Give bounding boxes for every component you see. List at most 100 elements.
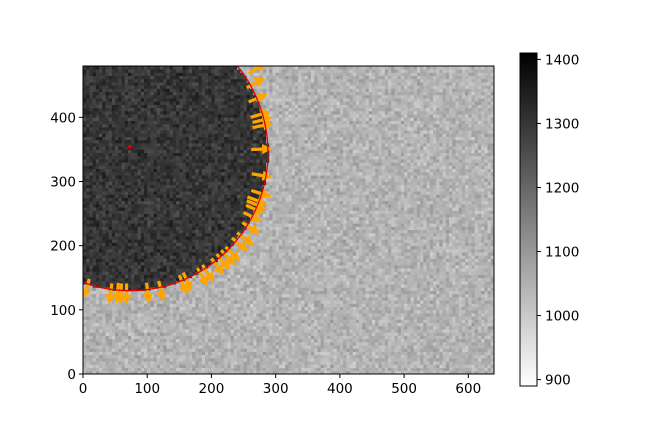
heatmap-cell [240, 210, 244, 214]
heatmap-cell [127, 264, 132, 269]
heatmap-cell [105, 303, 110, 308]
heatmap-cell [108, 200, 113, 205]
heatmap-cell [150, 146, 155, 150]
heatmap-cell [134, 146, 138, 150]
heatmap-cell [156, 88, 161, 93]
heatmap-cell [144, 300, 148, 304]
heatmap-cell [246, 181, 251, 186]
heatmap-cell [95, 120, 100, 125]
heatmap-cell [111, 277, 116, 282]
heatmap-cell [233, 75, 238, 80]
heatmap-cell [201, 155, 206, 160]
heatmap-cell [121, 184, 126, 189]
heatmap-cell [137, 162, 142, 166]
heatmap-cell [137, 139, 142, 144]
heatmap-cell [201, 82, 206, 86]
heatmap-cell [95, 110, 100, 115]
heatmap-cell [124, 332, 129, 336]
heatmap-cell [172, 239, 177, 243]
heatmap-cell [246, 252, 251, 256]
heatmap-cell [153, 94, 158, 99]
heatmap-cell [163, 82, 167, 86]
heatmap-cell [214, 213, 219, 218]
heatmap-cell [224, 361, 228, 365]
heatmap-cell [99, 181, 103, 186]
heatmap-cell [131, 194, 135, 198]
heatmap-cell [227, 165, 232, 170]
heatmap-cell [83, 303, 87, 308]
heatmap-cell [217, 319, 222, 324]
heatmap-cell [147, 66, 151, 70]
heatmap-cell [89, 322, 94, 327]
heatmap-cell [86, 66, 90, 70]
heatmap-cell [205, 313, 209, 317]
heatmap-cell [160, 175, 164, 179]
heatmap-cell [230, 165, 235, 170]
heatmap-cell [131, 78, 135, 83]
heatmap-cell [214, 175, 219, 179]
heatmap-cell [111, 197, 116, 202]
heatmap-cell [150, 82, 155, 86]
heatmap-cell [140, 252, 145, 256]
heatmap-cell [243, 114, 248, 118]
heatmap-cell [127, 354, 132, 359]
heatmap-cell [111, 181, 116, 186]
heatmap-cell [140, 332, 145, 336]
heatmap-cell [147, 149, 151, 154]
heatmap-cell [127, 361, 132, 365]
heatmap-cell [221, 143, 225, 147]
heatmap-cell [237, 107, 241, 112]
heatmap-cell [89, 287, 94, 291]
heatmap-cell [198, 184, 203, 189]
heatmap-cell [192, 114, 196, 118]
heatmap-cell [102, 220, 106, 224]
heatmap-cell [185, 107, 190, 112]
heatmap-cell [86, 220, 90, 224]
heatmap-cell [108, 78, 113, 83]
heatmap-cell [127, 130, 132, 134]
heatmap-cell [160, 146, 164, 150]
heatmap-cell [224, 181, 228, 186]
heatmap-cell [195, 104, 199, 109]
heatmap-cell [137, 236, 142, 240]
heatmap-cell [92, 341, 97, 346]
heatmap-cell [153, 325, 158, 330]
heatmap-cell [172, 207, 177, 211]
heatmap-cell [156, 165, 161, 170]
heatmap-cell [160, 361, 164, 365]
heatmap-cell [240, 162, 244, 166]
heatmap-cell [172, 303, 177, 308]
heatmap-cell [147, 367, 151, 372]
heatmap-cell [89, 325, 94, 330]
heatmap-cell [140, 255, 145, 259]
heatmap-cell [102, 181, 106, 186]
heatmap-cell [89, 341, 94, 346]
heatmap-cell [160, 357, 164, 362]
heatmap-cell [195, 335, 199, 340]
heatmap-cell [169, 239, 174, 243]
heatmap-cell [195, 175, 199, 179]
heatmap-cell [127, 98, 132, 102]
heatmap-cell [208, 203, 212, 208]
heatmap-cell [89, 91, 94, 96]
heatmap-cell [188, 130, 193, 134]
heatmap-cell [205, 130, 209, 134]
heatmap-cell [140, 213, 145, 218]
heatmap-cell [137, 348, 142, 352]
heatmap-cell [127, 143, 132, 147]
heatmap-cell [163, 184, 167, 189]
heatmap-cell [179, 82, 183, 86]
heatmap-cell [92, 66, 97, 70]
heatmap-cell [166, 290, 171, 295]
heatmap-cell [211, 168, 216, 173]
heatmap-cell [92, 274, 97, 279]
heatmap-cell [179, 245, 183, 250]
heatmap-cell [182, 261, 187, 266]
heatmap-cell [137, 187, 142, 192]
heatmap-cell [156, 293, 161, 298]
heatmap-cell [243, 370, 248, 374]
heatmap-cell [211, 165, 216, 170]
heatmap-cell [150, 226, 155, 231]
heatmap-cell [134, 226, 138, 231]
heatmap-cell [221, 354, 225, 359]
